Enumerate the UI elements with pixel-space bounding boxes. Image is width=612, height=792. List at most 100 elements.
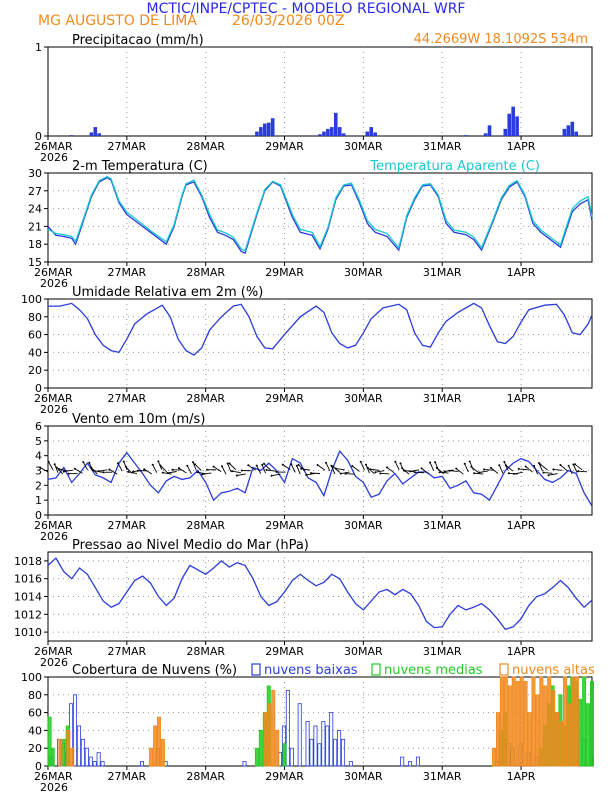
cloud-bar-2 [570,676,575,767]
wind-barb-head [478,471,481,474]
y-tick-label: 5 [35,435,42,448]
wind-barb-head [281,463,284,466]
wind-barb [227,463,232,473]
wind-barb-head [73,467,76,470]
cloud-bar-0 [297,703,302,767]
series-line-0 [47,449,593,507]
wind-barb-head [399,462,402,465]
wind-barb [213,466,222,472]
wind-barb [456,468,464,475]
cloud-bar-0 [333,738,338,767]
x-tick-year: 2026 [40,151,68,164]
x-tick-label: 30MAR [344,392,383,405]
x-tick-label: 31MAR [423,519,462,532]
y-tick-label: 3 [35,465,42,478]
x-tick-year: 2026 [40,530,68,543]
wind-barb-head [533,464,535,467]
cloud-bar-1 [590,681,595,767]
cloud-bar-2 [531,676,536,767]
x-tick-label: 29MAR [265,519,304,532]
panel-title: Umidade Relativa em 2m (%) [72,285,263,300]
panel-title: Pressao ao Nivel Medio do Mar (hPa) [72,538,309,553]
wind-barb-head [507,472,510,475]
precip-bar [483,133,488,136]
x-tick-label: 27MAR [108,645,147,658]
cloud-bar-2 [515,681,520,767]
y-tick-label: 100 [21,293,42,306]
wind-barb-head [166,472,169,474]
wind-barb-head [193,463,196,466]
y-tick-label: 24 [28,203,42,216]
cloud-bar-1 [50,747,55,767]
wind-barb-head [325,461,327,464]
figure-title: MCTIC/INPE/CPTEC - MODELO REGIONAL WRF [147,1,466,17]
cloud-bar-0 [325,725,330,767]
wind-barb-head [366,466,369,469]
wind-barb-head [420,467,423,470]
cloud-bar-1 [61,738,66,767]
wind-barb-head [171,468,174,471]
wind-barb-head [517,467,520,470]
cloud-bar-0 [337,730,342,767]
y-tick-label: 40 [28,724,42,737]
wind-barb-head [92,469,95,472]
x-tick-label: 27MAR [108,519,147,532]
wind-barb-head [82,461,85,464]
legend-label: nuvens altas [512,663,595,678]
wind-barb-head [265,468,268,471]
x-tick-label: 31MAR [423,140,462,153]
wind-barb-head [379,472,382,475]
wind-barb [194,463,202,471]
cloud-bar-2 [495,712,500,767]
wind-barb-head [490,466,492,469]
legend-label: nuvens medias [384,663,483,678]
x-tick-label: 29MAR [265,645,304,658]
wind-barb-head [470,465,473,468]
wind-barb [160,465,168,473]
wind-barb [479,470,489,473]
x-tick-label: 30MAR [344,519,383,532]
x-tick-label: 29MAR [265,770,304,783]
wind-barb-head [192,461,194,464]
precip-bar [255,131,259,136]
y-tick-label: 1018 [14,555,42,568]
wind-barb [178,467,187,474]
wind-barb-head [330,464,333,467]
wind-barb-head [339,472,342,475]
wind-barb-head [53,463,56,466]
wind-barb-head [473,472,476,475]
wind-barb [290,464,296,473]
cloud-bar-0 [309,738,314,767]
location-label: MG AUGUSTO DE LIMA [38,13,197,29]
wind-barb-head [186,464,189,467]
wind-barb [98,469,108,472]
wind-barb [74,468,83,474]
cloud-bar-1 [582,676,587,767]
wind-barb-head [537,462,540,464]
wind-barb-head [334,467,337,470]
y-tick-label: 0 [35,509,42,522]
wind-barb-head [117,462,119,465]
y-tick-label: 0 [35,382,42,395]
x-tick-label: 1APR [507,266,536,279]
wind-barb-head [404,469,406,472]
wind-barb-head [240,469,243,472]
precip-bar [562,128,567,136]
wind-barb-head [90,466,93,469]
x-tick-label: 30MAR [344,645,383,658]
cloud-bar-2 [66,730,71,767]
wind-barb [266,469,276,472]
y-tick-label: 4 [35,450,42,463]
x-tick-label: 1APR [507,770,536,783]
wind-barb-head [102,471,105,474]
series-line-0 [47,557,593,631]
run-label: 26/03/2026 00Z [232,13,345,29]
wind-barb-head [122,460,125,463]
wind-barb-head [235,474,238,477]
panel-frame [47,46,593,137]
wind-barb [117,462,123,472]
cloud-bar-2 [153,725,158,767]
cloud-bar-0 [96,752,101,767]
